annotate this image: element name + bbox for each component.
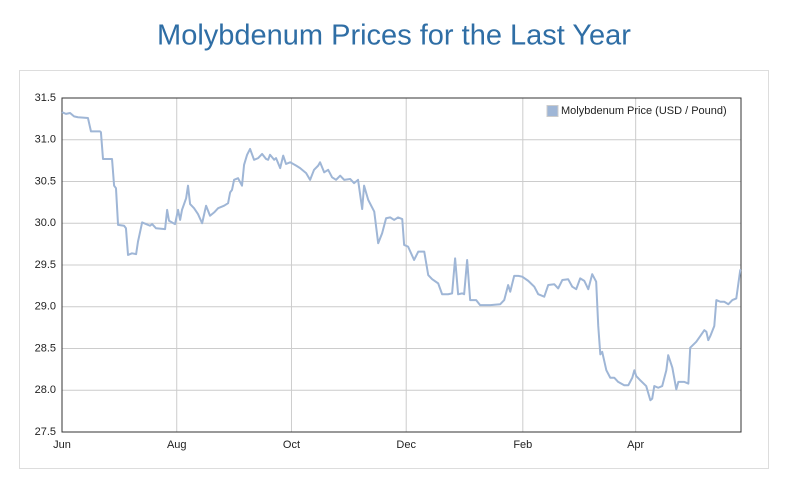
x-tick-label: Apr <box>627 439 644 451</box>
y-tick-label: 28.5 <box>35 342 56 354</box>
legend-label: Molybdenum Price (USD / Pound) <box>561 105 727 117</box>
y-tick-label: 27.5 <box>35 426 56 438</box>
y-tick-label: 29.5 <box>35 259 56 271</box>
y-tick-label: 28.0 <box>35 384 56 396</box>
x-tick-label: Feb <box>513 439 532 451</box>
x-tick-label: Aug <box>167 439 187 451</box>
y-tick-label: 30.0 <box>35 217 56 229</box>
data-line <box>61 111 742 402</box>
x-tick-label: Jun <box>53 439 71 451</box>
y-tick-label: 30.5 <box>35 175 56 187</box>
plot-area <box>61 97 742 433</box>
x-tick-label: Dec <box>396 439 416 451</box>
legend-swatch <box>546 105 559 117</box>
y-tick-label: 29.0 <box>35 301 56 313</box>
x-tick-label: Oct <box>283 439 300 451</box>
y-tick-label: 31.5 <box>35 92 56 104</box>
chart-panel <box>19 70 769 469</box>
y-tick-label: 31.0 <box>35 134 56 146</box>
chart-title: Molybdenum Prices for the Last Year <box>157 20 631 52</box>
